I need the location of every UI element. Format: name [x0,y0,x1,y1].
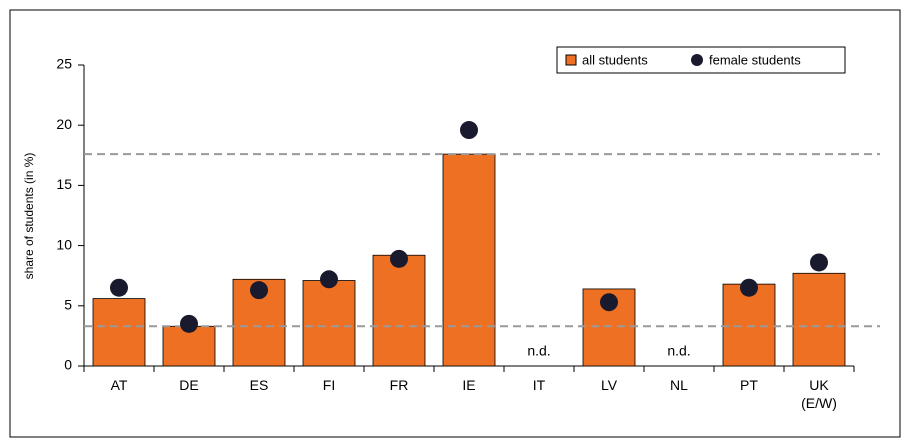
x-tick-label: NL [670,377,688,393]
bar [372,254,426,367]
x-tick-label: IT [532,377,546,393]
x-tick-label: FI [322,377,336,393]
x-tick-label: IE [462,377,476,393]
legend-label: all students [582,52,648,67]
dot [320,270,338,289]
x-tick-label: LV [600,377,618,393]
y-axis-label: share of students (in %) [22,153,36,280]
dot [600,293,618,312]
bar [162,325,216,367]
bar [442,153,496,367]
y-tick-label: 25 [56,56,72,72]
legend-swatch [565,54,577,66]
bar [792,272,846,367]
legend-swatch [691,54,703,66]
dot [110,278,128,297]
bar [232,278,286,367]
value-label: n.d. [527,343,550,359]
dot [460,121,478,140]
y-tick-label: 20 [56,116,72,132]
x-tick-label: ES [249,377,269,393]
legend-label: female students [709,52,801,67]
value-label: n.d. [667,343,690,359]
x-tick-label: FR [389,377,409,393]
dot [810,253,828,272]
x-tick-label: UK (E/W) [801,377,837,411]
dot [390,249,408,268]
dot [740,278,758,297]
x-tick-label: AT [110,377,128,393]
bar [302,280,356,367]
dot [180,314,198,333]
bar [92,298,146,367]
bar [722,283,776,367]
x-tick-label: DE [179,377,199,393]
y-tick-label: 15 [56,176,72,192]
y-tick-label: 5 [64,297,72,313]
dot [250,281,268,300]
y-tick-label: 10 [56,236,72,252]
y-tick-label: 0 [64,357,72,373]
x-tick-label: PT [740,377,758,393]
